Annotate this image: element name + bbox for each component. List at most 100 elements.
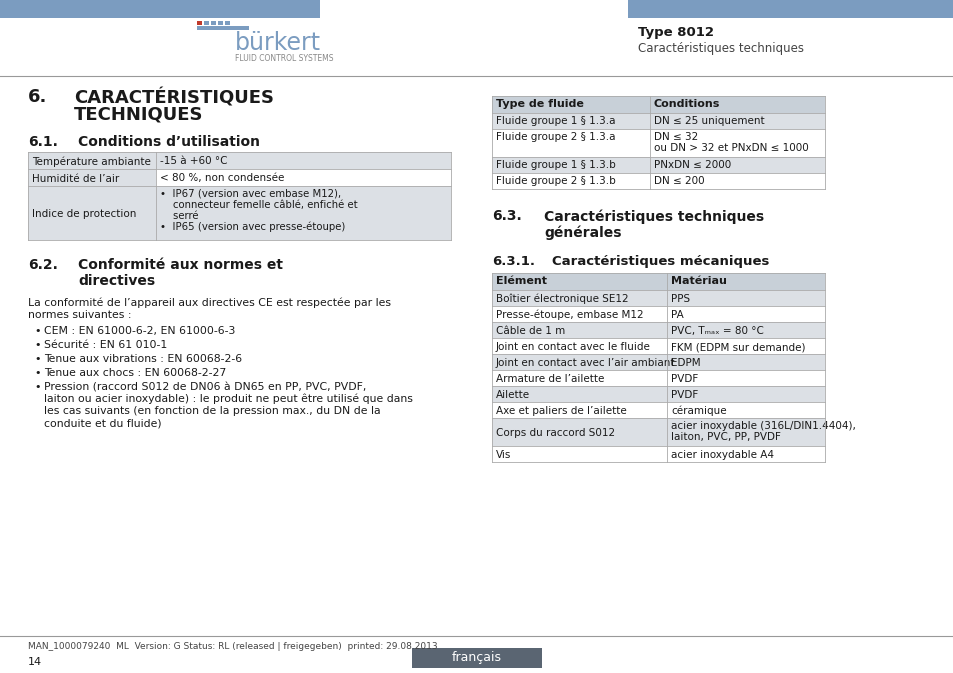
- Text: les cas suivants (en fonction de la pression max., du DN de la: les cas suivants (en fonction de la pres…: [44, 406, 380, 416]
- Text: Humidité de l’air: Humidité de l’air: [32, 174, 119, 184]
- Bar: [627, 0, 953, 18]
- Bar: [492, 157, 649, 173]
- Text: Presse-étoupe, embase M12: Presse-étoupe, embase M12: [496, 310, 643, 320]
- Text: Sécurité : EN 61 010-1: Sécurité : EN 61 010-1: [44, 340, 167, 350]
- Bar: [492, 370, 666, 386]
- Text: •  IP67 (version avec embase M12),: • IP67 (version avec embase M12),: [160, 189, 341, 199]
- Text: •: •: [34, 368, 40, 378]
- Text: bürkert: bürkert: [234, 31, 321, 55]
- Bar: [666, 370, 824, 386]
- Bar: [196, 26, 249, 30]
- Bar: [492, 129, 649, 157]
- Text: EDPM: EDPM: [670, 358, 700, 368]
- Bar: [218, 21, 223, 25]
- Text: Fluide groupe 1 § 1.3.b: Fluide groupe 1 § 1.3.b: [496, 160, 615, 170]
- Bar: [666, 306, 824, 322]
- Text: 6.1.: 6.1.: [28, 135, 58, 149]
- Bar: [211, 21, 215, 25]
- Text: 6.3.: 6.3.: [492, 209, 521, 223]
- Text: 14: 14: [28, 657, 42, 667]
- Text: Caractéristiques techniques: Caractéristiques techniques: [543, 209, 763, 223]
- Bar: [156, 186, 451, 240]
- Text: Type de fluide: Type de fluide: [496, 99, 583, 109]
- Text: Câble de 1 m: Câble de 1 m: [496, 326, 565, 336]
- Bar: [666, 290, 824, 306]
- Text: Pression (raccord S012 de DN06 à DN65 en PP, PVC, PVDF,: Pression (raccord S012 de DN06 à DN65 en…: [44, 382, 366, 392]
- Text: Ailette: Ailette: [496, 390, 530, 400]
- Bar: [412, 648, 541, 668]
- Text: CARACTÉRISTIQUES: CARACTÉRISTIQUES: [74, 88, 274, 107]
- Text: Fluide groupe 2 § 1.3.a: Fluide groupe 2 § 1.3.a: [496, 132, 615, 142]
- Bar: [492, 418, 666, 446]
- Text: CEM : EN 61000-6-2, EN 61000-6-3: CEM : EN 61000-6-2, EN 61000-6-3: [44, 326, 235, 336]
- Bar: [649, 173, 824, 189]
- Text: laiton, PVC, PP, PVDF: laiton, PVC, PP, PVDF: [670, 432, 781, 442]
- Bar: [666, 386, 824, 402]
- Text: Tenue aux vibrations : EN 60068-2-6: Tenue aux vibrations : EN 60068-2-6: [44, 354, 242, 364]
- Bar: [492, 322, 666, 338]
- Bar: [666, 322, 824, 338]
- Bar: [666, 418, 824, 446]
- Text: Matériau: Matériau: [670, 276, 726, 286]
- Text: céramique: céramique: [670, 406, 726, 417]
- Text: Joint en contact avec l’air ambiant: Joint en contact avec l’air ambiant: [496, 358, 675, 368]
- Text: La conformité de l’appareil aux directives CE est respectée par les: La conformité de l’appareil aux directiv…: [28, 298, 391, 308]
- Text: Axe et paliers de l’ailette: Axe et paliers de l’ailette: [496, 406, 626, 416]
- Bar: [666, 402, 824, 418]
- Text: FKM (EDPM sur demande): FKM (EDPM sur demande): [670, 342, 804, 352]
- Bar: [156, 152, 451, 169]
- Text: Indice de protection: Indice de protection: [32, 209, 136, 219]
- Text: -15 à +60 °C: -15 à +60 °C: [160, 157, 227, 166]
- Text: PVDF: PVDF: [670, 390, 698, 400]
- Text: conduite et du fluide): conduite et du fluide): [44, 418, 161, 428]
- Bar: [225, 21, 230, 25]
- Text: laiton ou acier inoxydable) : le produit ne peut être utilisé que dans: laiton ou acier inoxydable) : le produit…: [44, 394, 413, 404]
- Text: acier inoxydable A4: acier inoxydable A4: [670, 450, 773, 460]
- Bar: [492, 446, 666, 462]
- Bar: [28, 152, 156, 169]
- Text: TECHNIQUES: TECHNIQUES: [74, 106, 203, 124]
- Text: français: français: [452, 651, 501, 664]
- Text: •: •: [34, 340, 40, 350]
- Text: Conformité aux normes et: Conformité aux normes et: [78, 258, 283, 272]
- Text: 6.3.1.: 6.3.1.: [492, 255, 535, 268]
- Bar: [666, 338, 824, 354]
- Text: Caractéristiques mécaniques: Caractéristiques mécaniques: [552, 255, 768, 268]
- Text: générales: générales: [543, 225, 620, 240]
- Bar: [492, 96, 649, 113]
- Text: DN ≤ 200: DN ≤ 200: [654, 176, 704, 186]
- Text: Elément: Elément: [496, 276, 546, 286]
- Text: 6.: 6.: [28, 88, 48, 106]
- Bar: [28, 186, 156, 240]
- Bar: [649, 96, 824, 113]
- Text: Type 8012: Type 8012: [638, 26, 713, 39]
- Text: ou DN > 32 et PNxDN ≤ 1000: ou DN > 32 et PNxDN ≤ 1000: [654, 143, 808, 153]
- Text: PVDF: PVDF: [670, 374, 698, 384]
- Bar: [666, 446, 824, 462]
- Text: PPS: PPS: [670, 294, 689, 304]
- Text: Boîtier électronique SE12: Boîtier électronique SE12: [496, 294, 628, 304]
- Text: •: •: [34, 382, 40, 392]
- Bar: [666, 273, 824, 290]
- Text: Caractéristiques techniques: Caractéristiques techniques: [638, 42, 803, 55]
- Text: Fluide groupe 2 § 1.3.b: Fluide groupe 2 § 1.3.b: [496, 176, 615, 186]
- Text: acier inoxydable (316L/DIN1.4404),: acier inoxydable (316L/DIN1.4404),: [670, 421, 855, 431]
- Bar: [649, 157, 824, 173]
- Text: Tenue aux chocs : EN 60068-2-27: Tenue aux chocs : EN 60068-2-27: [44, 368, 226, 378]
- Bar: [492, 306, 666, 322]
- Text: Fluide groupe 1 § 1.3.a: Fluide groupe 1 § 1.3.a: [496, 116, 615, 126]
- Bar: [196, 21, 202, 25]
- Text: •: •: [34, 326, 40, 336]
- Text: •  IP65 (version avec presse-étoupe): • IP65 (version avec presse-étoupe): [160, 222, 345, 232]
- Bar: [28, 169, 156, 186]
- Bar: [492, 173, 649, 189]
- Bar: [492, 338, 666, 354]
- Text: •: •: [34, 354, 40, 364]
- Bar: [204, 21, 209, 25]
- Text: serré: serré: [160, 211, 198, 221]
- Text: directives: directives: [78, 274, 155, 288]
- Text: Conditions: Conditions: [654, 99, 720, 109]
- Text: connecteur femelle câblé, enfiché et: connecteur femelle câblé, enfiché et: [160, 200, 357, 210]
- Text: DN ≤ 25 uniquement: DN ≤ 25 uniquement: [654, 116, 763, 126]
- Text: DN ≤ 32: DN ≤ 32: [654, 132, 698, 142]
